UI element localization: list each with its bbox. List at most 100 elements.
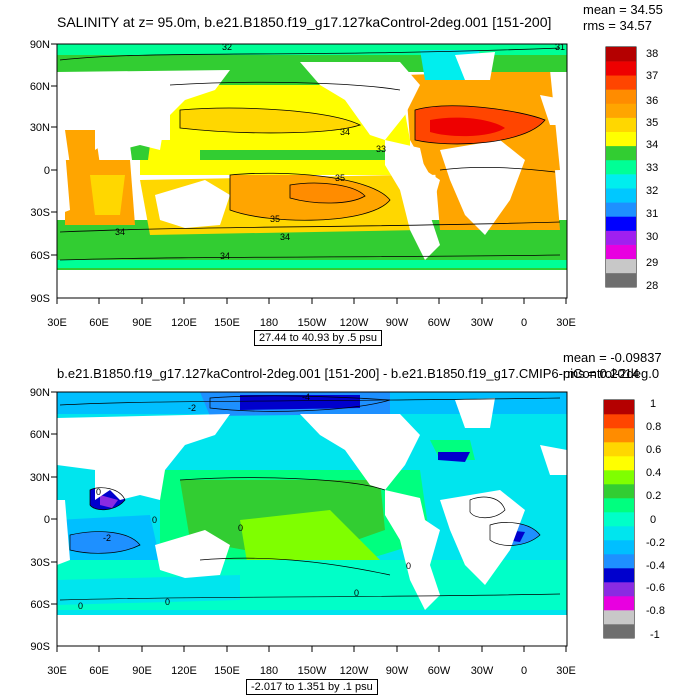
contour-label: 32 xyxy=(222,42,232,52)
colorbar-swatch xyxy=(604,400,634,415)
panel1-ticks xyxy=(51,43,567,304)
colorbar-swatch xyxy=(604,540,634,555)
colorbar-swatch xyxy=(604,442,634,457)
eurasia xyxy=(57,70,230,150)
lon-label: 0 xyxy=(521,317,527,329)
colorbar-label: 29 xyxy=(646,257,658,269)
colorbar-swatch xyxy=(604,512,634,527)
africa-east xyxy=(57,150,70,215)
contour-label: 0 xyxy=(152,515,157,525)
colorbar-swatch xyxy=(606,103,636,118)
greenland xyxy=(455,398,495,428)
panel1-axes: 90N 60N 30N 0 30S 60S 90S 30E 60E 90E 12… xyxy=(30,39,576,329)
colorbar-swatch xyxy=(606,216,636,231)
panel2-title: b.e21.B1850.f19_g17.127kaControl-2deg.00… xyxy=(57,366,659,381)
salinity-map-panel: SALINITY at z= 95.0m, b.e21.B1850.f19_g1… xyxy=(30,2,663,329)
lon-label: 60E xyxy=(89,317,109,329)
contour-label: -2 xyxy=(188,403,196,413)
panel1-rms: rms = 34.57 xyxy=(583,18,652,33)
lon-label: 60E xyxy=(89,665,109,677)
africa-east xyxy=(57,500,70,565)
panel2-rms: rms = 0.2014 xyxy=(563,366,639,381)
panel2-axes: 90N 60N 30N 0 30S 60S 90S 30E 60E 90E 12… xyxy=(30,387,576,677)
panel1-range-box: 27.44 to 40.93 by .5 psu xyxy=(254,330,383,346)
europe-west xyxy=(540,445,567,475)
contour-label: 0 xyxy=(78,601,83,611)
panel2-colorbar-swatches xyxy=(604,400,634,639)
lon-label: 90W xyxy=(386,665,409,677)
lat-label: 60N xyxy=(30,81,50,93)
lon-label: 150E xyxy=(214,665,240,677)
panel1-contour-labels: 32 34 35 35 34 34 34 33 31 xyxy=(115,42,565,261)
salinity-contours xyxy=(59,47,561,261)
lon-label: 90E xyxy=(132,665,152,677)
contour-label: 0 xyxy=(165,597,170,607)
lon-label: 60W xyxy=(428,317,451,329)
africa xyxy=(440,140,525,235)
antarctica xyxy=(57,270,567,298)
lat-label: 30S xyxy=(30,207,50,219)
lat-label: 90N xyxy=(30,39,50,51)
colorbar-label: -0.8 xyxy=(646,605,665,617)
lon-label: 30W xyxy=(471,665,494,677)
eurasia xyxy=(57,414,230,500)
lat-label: 90N xyxy=(30,387,50,399)
antarctica xyxy=(57,615,567,646)
lat-label: 30S xyxy=(30,557,50,569)
colorbar-label: -0.6 xyxy=(646,582,665,594)
contour-label: 0 xyxy=(96,487,101,497)
colorbar-swatch xyxy=(604,498,634,513)
land-masses xyxy=(57,52,567,298)
colorbar-label: 38 xyxy=(646,48,658,60)
panel1-colorbar-labels: 38 37 36 35 34 33 32 31 30 29 28 xyxy=(646,48,658,292)
contour-label: 34 xyxy=(220,251,230,261)
panel2-ticks xyxy=(51,391,567,652)
lon-label: 30E xyxy=(556,317,576,329)
panel1-mean: mean = 34.55 xyxy=(583,2,663,17)
panel2-mean: mean = -0.09837 xyxy=(563,350,662,365)
difference-field xyxy=(57,392,567,646)
colorbar-swatch xyxy=(606,145,636,161)
colorbar-swatch xyxy=(606,188,636,203)
colorbar-swatch xyxy=(606,202,636,217)
lon-label: 30E xyxy=(556,665,576,677)
greenland xyxy=(455,52,495,80)
panel2-colorbar-labels: 1 0.8 0.6 0.4 0.2 0 -0.2 -0.4 -0.6 -0.8 … xyxy=(646,398,665,641)
lat-label: 60S xyxy=(30,599,50,611)
colorbar-label: -0.2 xyxy=(646,537,665,549)
contour-label: -2 xyxy=(103,533,111,543)
lon-label: 120W xyxy=(340,665,369,677)
contour-label: 34 xyxy=(115,227,125,237)
colorbar-swatch xyxy=(606,117,636,133)
africa xyxy=(440,490,525,585)
colorbar-label: 33 xyxy=(646,162,658,174)
contour-label: 0 xyxy=(354,588,359,598)
colorbar-swatch xyxy=(606,47,636,62)
lon-label: 90E xyxy=(132,317,152,329)
lat-label: 0 xyxy=(44,514,50,526)
colorbar-swatch xyxy=(606,174,636,189)
colorbar-swatch xyxy=(604,484,634,499)
lat-label: 60N xyxy=(30,429,50,441)
contour-label: 34 xyxy=(280,232,290,242)
colorbar-swatch xyxy=(606,89,636,104)
lon-label: 150E xyxy=(214,317,240,329)
south-america xyxy=(385,490,440,610)
contour-label: 33 xyxy=(376,144,386,154)
lat-label: 0 xyxy=(44,165,50,177)
lon-label: 120W xyxy=(340,317,369,329)
colorbar-label: 35 xyxy=(646,117,658,129)
colorbar-swatch xyxy=(606,61,636,76)
lat-label: 30N xyxy=(30,122,50,134)
colorbar-label: 34 xyxy=(646,139,658,151)
colorbar-swatch xyxy=(604,456,634,471)
colorbar-swatch xyxy=(604,568,634,583)
lon-label: 120E xyxy=(171,665,197,677)
land-masses xyxy=(57,398,567,646)
colorbar-swatch xyxy=(604,414,634,429)
colorbar-swatch xyxy=(606,131,636,147)
north-america xyxy=(300,414,420,490)
lon-label: 30W xyxy=(471,317,494,329)
colorbar-label: 1 xyxy=(650,398,656,410)
lon-label: 120E xyxy=(171,317,197,329)
